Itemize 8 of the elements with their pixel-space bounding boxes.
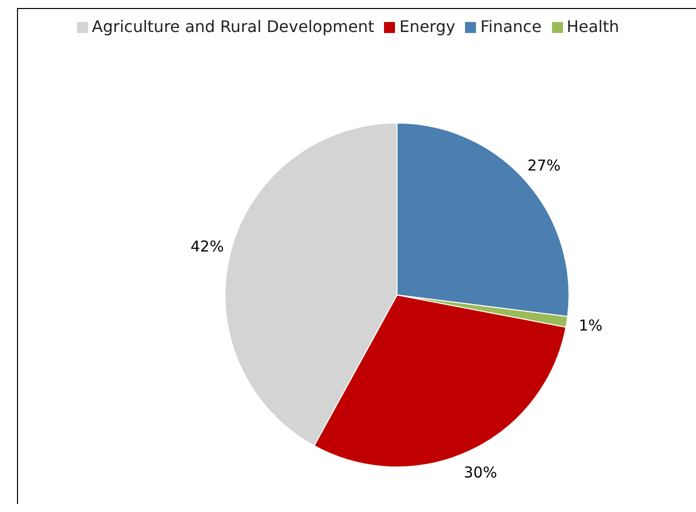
legend-label: Agriculture and Rural Development [92,17,374,36]
legend-label: Health [566,17,620,36]
legend-label: Finance [480,17,542,36]
legend-label: Energy [399,17,456,36]
data-label: 1% [578,316,602,335]
data-label: 42% [190,237,224,256]
data-label: 30% [464,463,498,482]
data-label: 27% [527,156,561,174]
